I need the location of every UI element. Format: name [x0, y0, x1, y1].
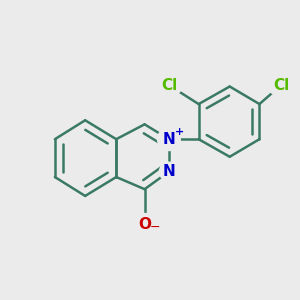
Text: +: +	[175, 127, 184, 136]
Text: Cl: Cl	[273, 78, 289, 93]
Text: O: O	[138, 217, 151, 232]
Text: Cl: Cl	[161, 78, 177, 93]
Text: N: N	[163, 132, 175, 147]
Text: N: N	[163, 164, 175, 179]
Ellipse shape	[158, 128, 180, 151]
Text: −: −	[150, 220, 160, 233]
Ellipse shape	[268, 74, 295, 96]
Ellipse shape	[134, 214, 155, 235]
Ellipse shape	[160, 162, 178, 181]
Ellipse shape	[155, 74, 182, 96]
